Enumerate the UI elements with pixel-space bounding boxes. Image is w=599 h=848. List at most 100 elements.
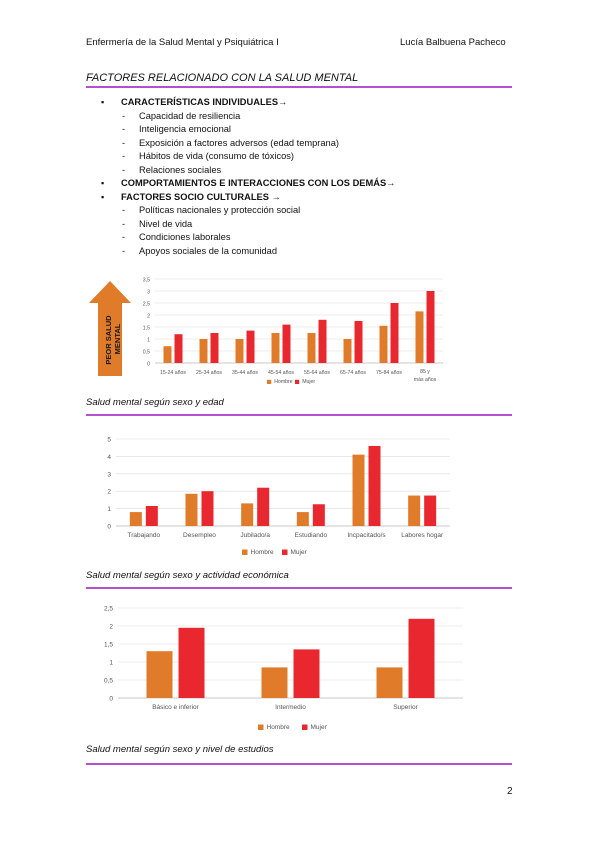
y-tick-label: 1 (107, 506, 111, 513)
y-tick-label: 1,5 (143, 326, 150, 332)
x-tick-label: Básico e inferior (152, 704, 199, 711)
y-tick-label: 2,5 (104, 606, 113, 613)
y-tick-label: 3,5 (143, 278, 150, 284)
legend-swatch (295, 379, 300, 384)
y-tick-label: 2 (147, 314, 150, 320)
legend-label: Hombre (274, 379, 293, 385)
header-left: Enfermería de la Salud Mental y Psiquiát… (86, 37, 279, 48)
list-item: Hábitos de vida (consumo de tóxicos) (86, 150, 516, 164)
y-tick-label: 3 (147, 290, 150, 296)
y-tick-label: 3 (107, 471, 111, 478)
list-item: Políticas nacionales y protección social (86, 204, 516, 218)
caption-chart2: Salud mental según sexo y actividad econ… (86, 570, 289, 581)
legend-label: Hombre (251, 549, 275, 556)
bar-hombre (408, 495, 421, 526)
bar-mujer (408, 618, 435, 698)
x-tick-label: Superior (393, 704, 418, 711)
list-item: Capacidad de resiliencia (86, 110, 516, 124)
bar-hombre (129, 512, 142, 526)
bar-mujer (368, 445, 381, 526)
x-tick-label: 75-84 años (376, 370, 402, 376)
bar-mujer (282, 324, 291, 363)
x-tick-label: 15-24 años (160, 370, 186, 376)
x-tick-label: 45-54 años (268, 370, 294, 376)
y-tick-label: 1,5 (104, 642, 113, 649)
legend-label: Mujer (311, 724, 328, 731)
y-tick-label: 2,5 (143, 302, 150, 308)
x-tick-label: más años (414, 377, 437, 383)
x-tick-label: Intermedio (275, 704, 306, 711)
legend-swatch (242, 549, 248, 555)
x-tick-label: 65-74 años (340, 370, 366, 376)
x-tick-label: 85 y (420, 369, 430, 375)
y-tick-label: 0 (107, 524, 111, 531)
list-item: Nivel de vida (86, 218, 516, 232)
y-tick-label: 5 (107, 437, 111, 444)
bar-mujer (201, 491, 214, 526)
divider (86, 414, 512, 416)
legend-label: Mujer (291, 549, 308, 556)
bar-mujer (257, 487, 270, 526)
divider (86, 763, 512, 765)
bar-mujer (210, 333, 219, 363)
bar-mujer (390, 303, 399, 363)
bar-hombre (241, 503, 254, 526)
y-tick-label: 0 (109, 696, 113, 703)
section-title: FACTORES RELACIONADO CON LA SALUD MENTAL (86, 72, 359, 84)
bar-hombre (185, 493, 198, 526)
y-tick-label: 2 (109, 624, 113, 631)
bar-mujer (312, 504, 325, 526)
y-tick-label: 2 (107, 489, 111, 496)
bar-mujer (178, 627, 205, 698)
y-tick-label: 1 (147, 338, 150, 344)
bar-mujer (426, 291, 435, 363)
bar-mujer (145, 505, 158, 526)
bar-hombre (163, 346, 172, 363)
list-item: CARACTERÍSTICAS INDIVIDUALES→ (86, 96, 516, 110)
y-tick-label: 4 (107, 454, 111, 461)
list-item: Relaciones sociales (86, 164, 516, 178)
legend-swatch (282, 549, 288, 555)
chart-education-level: 0 0,5 1 1,5 2 2,5 Básico e inferior Intermedio S… (104, 606, 463, 731)
x-tick-label: Desempleo (183, 532, 216, 539)
caption-chart3: Salud mental según sexo y nivel de estud… (86, 744, 274, 755)
svg-text:PEOR SALUD MENTAL: PEOR SALUD MENTAL (104, 313, 122, 364)
header-right: Lucía Balbuena Pacheco (400, 37, 506, 48)
bar-hombre (352, 454, 365, 526)
bar-hombre (146, 651, 173, 698)
factor-list: CARACTERÍSTICAS INDIVIDUALES→ Capacidad … (86, 96, 516, 258)
y-tick-label: 1 (109, 660, 113, 667)
x-tick-label: Estudiando (295, 532, 328, 539)
bar-hombre (307, 333, 316, 363)
bar-hombre (296, 512, 309, 526)
list-item: Apoyos sociales de la comunidad (86, 245, 516, 259)
bar-hombre (235, 339, 244, 363)
legend-swatch (267, 379, 272, 384)
x-tick-label: 25-34 años (196, 370, 222, 376)
bar-mujer (246, 330, 255, 363)
bar-hombre (379, 325, 388, 363)
chart-age: 0 0,5 1 1,5 2 2,5 3 3,5 15-24 años 25-34 años 35-4… (143, 278, 443, 385)
x-tick-label: 35-44 años (232, 370, 258, 376)
x-tick-label: 55-64 años (304, 370, 330, 376)
y-tick-label: 0 (147, 362, 150, 368)
x-tick-label: Labores hogar (401, 532, 444, 539)
legend-label: Hombre (267, 724, 291, 731)
x-tick-label: Incpacitado/s (347, 532, 386, 539)
worse-mental-health-arrow-icon: PEOR SALUD MENTAL (89, 281, 131, 376)
page-number: 2 (507, 786, 513, 797)
bar-mujer (424, 495, 437, 526)
bar-hombre (415, 311, 424, 363)
bar-hombre (271, 333, 280, 363)
legend-swatch (258, 724, 264, 730)
caption-chart1: Salud mental según sexo y edad (86, 397, 224, 408)
chart-economic-activity: 0 1 2 3 4 5 Trabajando Desempleo Jubilado/a Estud… (107, 437, 450, 556)
bar-hombre (261, 667, 288, 698)
bar-hombre (343, 339, 352, 363)
list-item: Inteligencia emocional (86, 123, 516, 137)
legend-label: Mujer (302, 379, 315, 385)
list-item: Exposición a factores adversos (edad tem… (86, 137, 516, 151)
y-tick-label: 0,5 (104, 678, 113, 685)
list-item: Condiciones laborales (86, 231, 516, 245)
divider (86, 587, 512, 589)
